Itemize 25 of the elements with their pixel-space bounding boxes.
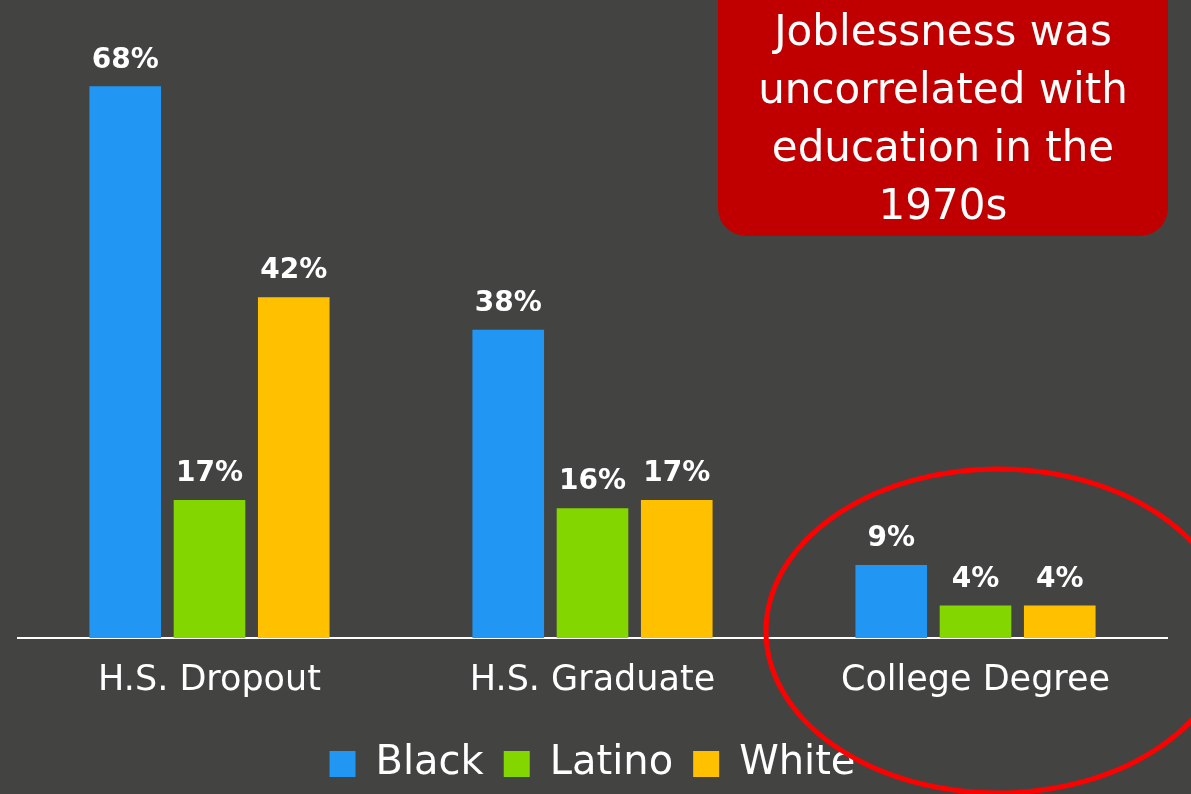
data-label: 68% — [91, 41, 159, 75]
data-label: 4% — [1035, 560, 1084, 594]
bar — [939, 605, 1012, 638]
bar — [855, 564, 928, 638]
x-tick-label: H.S. Graduate — [469, 658, 716, 699]
annotation: Joblessness was uncorrelated with education in the 1970s — [718, 0, 1168, 236]
data-label: 38% — [474, 284, 542, 318]
x-tick-label: H.S. Dropout — [98, 658, 321, 699]
bar — [472, 329, 545, 638]
data-label: 17% — [643, 455, 711, 489]
bar — [89, 86, 162, 638]
legend-label: Latino — [549, 737, 674, 784]
legend-label: Black — [375, 737, 485, 784]
data-label: 42% — [260, 252, 328, 286]
data-label: 16% — [558, 463, 627, 497]
data-label: 9% — [867, 520, 916, 554]
bar — [640, 500, 713, 638]
bar — [257, 297, 330, 638]
legend-label: White — [739, 737, 856, 784]
bar — [556, 508, 629, 638]
bar — [1023, 605, 1096, 638]
x-tick-label: College Degree — [840, 658, 1111, 699]
data-label: 17% — [175, 455, 244, 489]
data-label: 4% — [951, 560, 1000, 594]
bar — [173, 500, 246, 638]
